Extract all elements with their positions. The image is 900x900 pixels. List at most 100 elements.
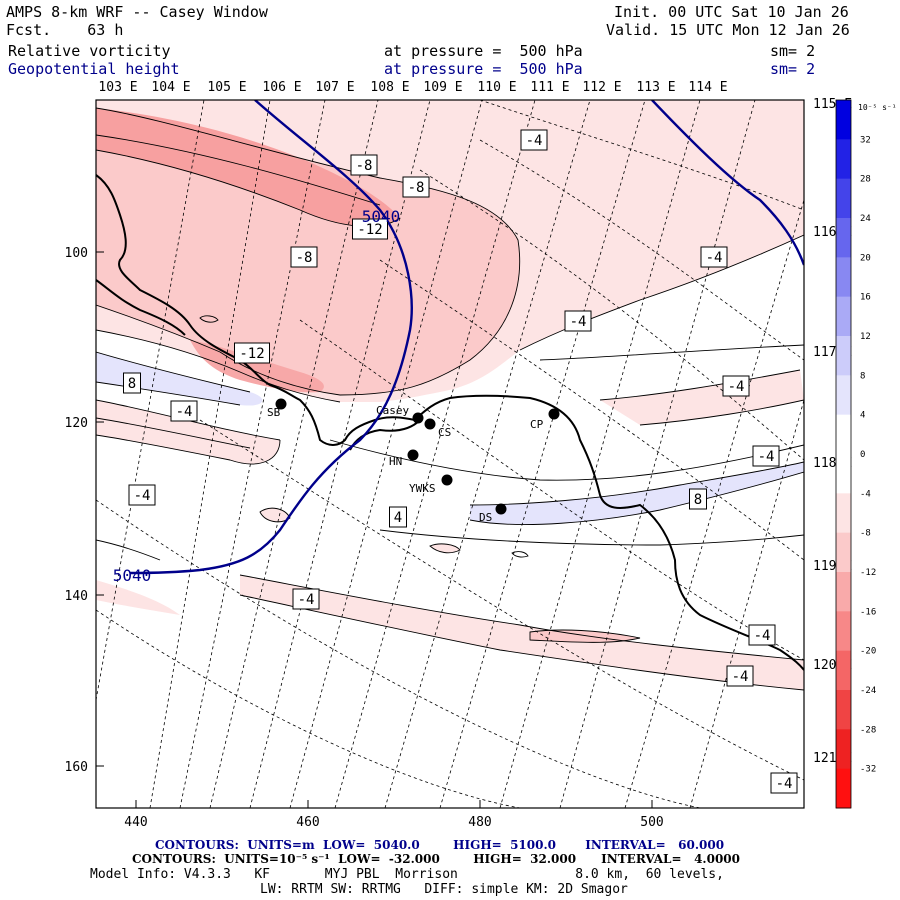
field1-pressure: at pressure = 500 hPa — [384, 42, 583, 60]
colorbar-tick: -8 — [860, 529, 871, 539]
colorbar-swatch — [836, 296, 851, 337]
colorbar-swatch — [836, 139, 851, 180]
colorbar-tick: 20 — [860, 253, 871, 263]
svg-text:8: 8 — [694, 492, 702, 508]
contour-label: 8 — [689, 488, 707, 510]
colorbar-tick: -16 — [860, 607, 876, 617]
svg-text:-4: -4 — [176, 404, 193, 420]
field2-pressure: at pressure = 500 hPa — [384, 60, 583, 78]
colorbar-swatch — [836, 611, 851, 652]
height-label: 5040 — [113, 566, 152, 585]
svg-text:-8: -8 — [296, 250, 313, 266]
y-axis-label: 120 — [65, 416, 88, 431]
svg-text:HN: HN — [389, 455, 402, 468]
colorbar-swatch — [836, 178, 851, 219]
lon-label-top: 107 E — [315, 80, 354, 95]
footer-height-contours: CONTOURS: UNITS=m LOW= 5040.0 HIGH= 5100… — [155, 838, 725, 852]
colorbar-swatch — [836, 729, 851, 770]
svg-text:-4: -4 — [526, 133, 543, 149]
y-axis-label: 140 — [65, 589, 88, 604]
y-axis-label: 100 — [65, 246, 88, 261]
height-label: 5040 — [362, 207, 401, 226]
colorbar-swatch — [836, 257, 851, 298]
colorbar-tick: -4 — [860, 489, 871, 499]
contour-label: -4 — [520, 129, 548, 151]
svg-text:-4: -4 — [776, 776, 793, 792]
colorbar-tick: 28 — [860, 175, 871, 185]
svg-text:-12: -12 — [239, 346, 264, 362]
contour-label: -4 — [170, 400, 198, 422]
svg-text:YWKS: YWKS — [409, 482, 436, 495]
footer-physics-info: LW: RRTM SW: RRTMG DIFF: simple KM: 2D S… — [260, 882, 628, 897]
footer-model-info: Model Info: V4.3.3 KF MYJ PBL Morrison 8… — [90, 867, 724, 882]
contour-label: -8 — [402, 176, 430, 198]
axis-ticks — [96, 251, 653, 808]
svg-text:SB: SB — [267, 406, 281, 419]
lon-label-top: 109 E — [423, 80, 462, 95]
station-hn: HN — [389, 449, 419, 468]
colorbar-swatch — [836, 572, 851, 612]
colorbar-tick: 12 — [860, 332, 871, 342]
contour-labels: -4 -8 -8 -12 -8 -4 -4 -12 8 -4 -4 -4 -4 8 4 -4 -4 -4 -4 — [123, 129, 798, 794]
colorbar-tick: 8 — [860, 371, 865, 381]
svg-text:-4: -4 — [728, 379, 745, 395]
plot-frame — [95, 99, 805, 809]
svg-text:CP: CP — [530, 418, 544, 431]
svg-text:DS: DS — [479, 511, 492, 524]
colorbar-swatch — [836, 493, 851, 534]
svg-text:CS: CS — [438, 426, 451, 439]
svg-text:-4: -4 — [732, 669, 749, 685]
contour-label: -4 — [726, 665, 754, 687]
colorbar-tick: -32 — [860, 765, 876, 775]
field1-smoothing: sm= 2 — [770, 42, 816, 60]
contour-label: -4 — [722, 375, 750, 397]
station-casey: Casey — [376, 404, 424, 424]
lon-label-top: 103 E — [98, 80, 137, 95]
svg-text:-8: -8 — [408, 180, 425, 196]
colorbar-swatch — [836, 454, 851, 494]
contour-label: -12 — [234, 342, 270, 364]
contour-label: -4 — [770, 772, 798, 794]
forecast-hour: Fcst. 63 h — [6, 21, 124, 39]
svg-text:4: 4 — [394, 510, 402, 526]
height-labels: 5040 5040 — [113, 207, 401, 585]
colorbar-unit: 10⁻⁵ s⁻¹ — [858, 103, 897, 112]
svg-text:-12: -12 — [357, 222, 382, 238]
x-axis-label: 480 — [468, 815, 491, 830]
lon-label-top: 106 E — [262, 80, 301, 95]
geopotential-contours — [129, 100, 804, 575]
colorbar-tick: 32 — [860, 135, 871, 145]
colorbar-swatch — [836, 100, 851, 140]
lon-label-top: 113 E — [636, 80, 675, 95]
colorbar: 32 28 24 20 16 12 8 4 0 -4 -8 -12 -16 -20 -24 -28 -32 10⁻… — [835, 99, 897, 809]
x-axis-label: 440 — [124, 815, 147, 830]
colorbar-tick: -24 — [860, 686, 876, 696]
lon-label-top: 104 E — [151, 80, 190, 95]
field2-name: Geopotential height — [8, 60, 180, 78]
vorticity-fill — [96, 100, 804, 690]
contour-label: -4 — [128, 484, 156, 506]
station-ds: DS — [479, 503, 507, 524]
colorbar-tick: 4 — [860, 411, 865, 421]
field1-name: Relative vorticity — [8, 42, 171, 60]
x-axis-label: 460 — [296, 815, 319, 830]
colorbar-swatch — [836, 690, 851, 730]
contour-label: -4 — [748, 624, 776, 646]
svg-text:-4: -4 — [570, 314, 587, 330]
colorbar-swatch — [836, 532, 851, 573]
colorbar-swatch — [836, 375, 851, 416]
contour-label: -4 — [564, 310, 592, 332]
colorbar-tick: 0 — [860, 450, 865, 460]
svg-text:8: 8 — [128, 376, 136, 392]
colorbar-tick: -20 — [860, 647, 876, 657]
valid-time: Valid. 15 UTC Mon 12 Jan 26 — [606, 21, 850, 39]
svg-text:-4: -4 — [134, 488, 151, 504]
svg-text:-8: -8 — [356, 158, 373, 174]
svg-text:-4: -4 — [298, 592, 315, 608]
colorbar-swatch — [836, 218, 851, 258]
contour-label: -8 — [290, 246, 318, 268]
colorbar-swatch — [836, 414, 851, 455]
y-axis-label: 160 — [65, 760, 88, 775]
station-cs: CS — [424, 418, 451, 439]
